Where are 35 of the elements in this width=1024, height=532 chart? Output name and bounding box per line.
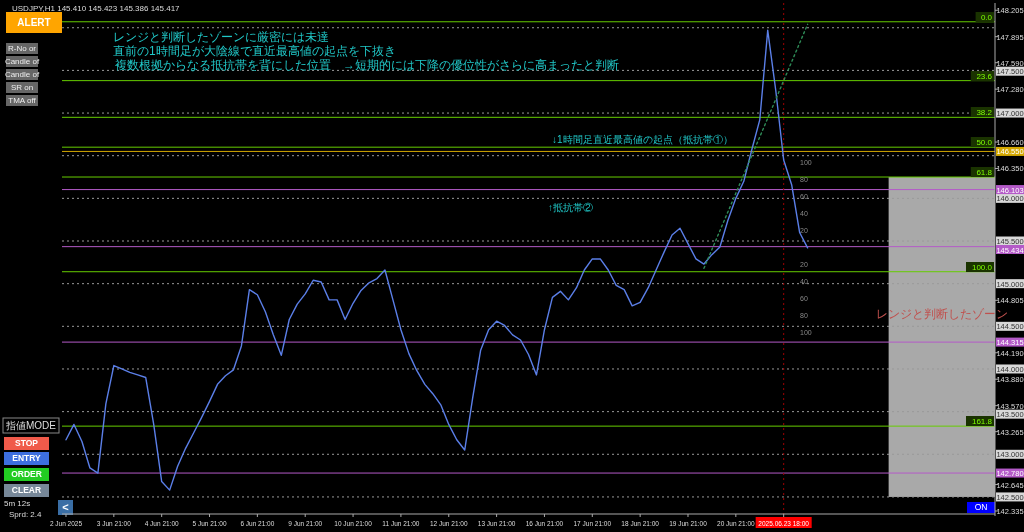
annotation: 0.0 (975, 12, 994, 22)
annotation: ↓1時間足直近最高値の起点（抵抗帯①） (552, 134, 733, 145)
annotation: 23.6 (976, 72, 993, 81)
annotation: Sprd: 2.4 (9, 510, 42, 519)
annotation: < (62, 501, 69, 514)
annotation: ORDER (4, 468, 49, 481)
annotation: ON (974, 502, 988, 513)
annotation: 50.0 (976, 138, 993, 147)
annotation: R-No or (6, 43, 38, 54)
annotation: ↑抵抗帯② (548, 202, 593, 213)
annotation: 複数根拠からなる抵抗帯を背にした位置 →短期的には下降の優位性がさらに高まったと判断 (115, 58, 619, 72)
annotation: 5m 12s (4, 499, 31, 508)
annotation: ENTRY (4, 452, 49, 465)
annotation: 38.2 (976, 108, 993, 117)
chart-title: USDJPY,H1 145.410 145.423 145.386 145.417 (12, 4, 181, 13)
annotation: 100.0 (971, 263, 993, 272)
annotation: 161.8 (966, 416, 994, 426)
annotation: 100.0 (966, 262, 994, 272)
annotation: 指値MODE (2, 417, 60, 434)
annotation: 直前の1時間足が大陰線で直近最高値の起点を下抜き (113, 44, 396, 58)
annotation: SR on (6, 82, 38, 93)
annotation: 50.0 (970, 137, 994, 147)
annotation: 61.8 (970, 167, 994, 177)
annotation: TMA off (6, 95, 38, 106)
annotation: 0.0 (980, 13, 993, 22)
annotation: 61.8 (976, 168, 993, 177)
annotation: 23.6 (970, 71, 994, 81)
annotation: 161.8 (971, 417, 993, 426)
annotation: ALERT (6, 12, 62, 33)
annotation: 38.2 (970, 107, 994, 117)
annotation: STOP (4, 437, 49, 450)
annotation: CLEAR (4, 484, 49, 497)
band-label: レンジと判断したゾーン (875, 307, 1008, 320)
annotation: ON (967, 502, 995, 513)
annotation: レンジと判断したゾーンに厳密には未達 (113, 30, 329, 44)
